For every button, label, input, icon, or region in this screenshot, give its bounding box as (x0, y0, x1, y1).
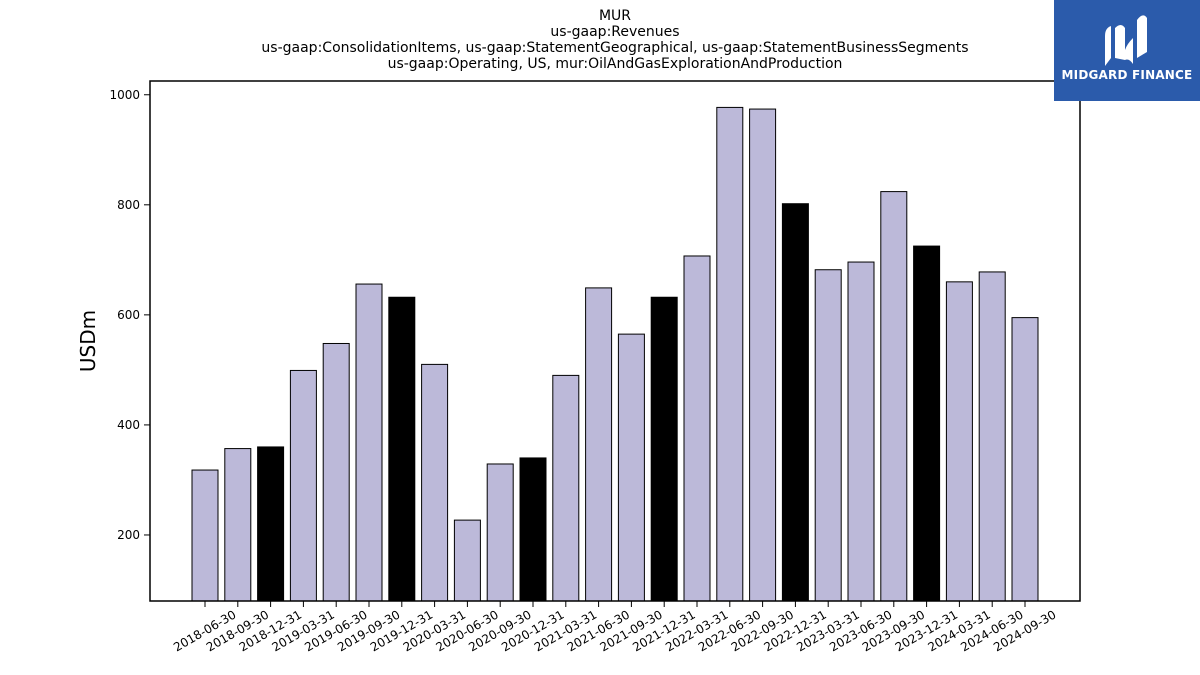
bar-2022-12-31 (781, 203, 809, 602)
bar-2021-06-30 (585, 287, 613, 602)
bar-2019-09-30 (355, 283, 383, 602)
y-ticks-group: 200 400 600 800 1000 (109, 88, 150, 542)
chart-title-line: us-gaap:Revenues (550, 24, 679, 40)
bar-2022-03-31 (683, 255, 711, 602)
midgard-finance-logo: MIDGARD FINANCE (1054, 0, 1200, 101)
bar-2019-03-31 (289, 369, 317, 602)
y-tick-label: 600 (117, 308, 140, 322)
chart-title-line: us-gaap:Operating, US, mur:OilAndGasExpl… (388, 56, 843, 72)
logo-text: MIDGARD FINANCE (1061, 68, 1193, 82)
chart-title-line: MUR (599, 8, 631, 24)
bar-2021-12-31 (650, 296, 678, 602)
y-tick-label: 800 (117, 198, 140, 212)
plot-frame (149, 80, 1081, 602)
bar-2022-06-30 (716, 106, 744, 602)
bar-2023-06-30 (847, 261, 875, 602)
y-tick-label: 400 (117, 418, 140, 432)
bar-2021-03-31 (552, 374, 580, 602)
bar-2023-12-31 (913, 245, 941, 602)
bar-2024-06-30 (978, 271, 1006, 602)
bar-2021-09-30 (617, 333, 645, 602)
midgard-logo-icon (1105, 15, 1147, 66)
bar-2024-09-30 (1011, 317, 1039, 602)
bar-2023-03-31 (814, 269, 842, 602)
bar-2020-12-31 (519, 457, 547, 602)
bar-2018-09-30 (224, 448, 252, 602)
bar-2018-12-31 (257, 446, 285, 602)
y-tick-label: 200 (117, 528, 140, 542)
bar-2020-06-30 (453, 519, 481, 602)
bar-2024-03-31 (945, 281, 973, 602)
chart-title-line: us-gaap:ConsolidationItems, us-gaap:Stat… (261, 40, 968, 56)
axes-group (149, 80, 1081, 602)
bars-group (191, 106, 1039, 602)
bar-2019-12-31 (388, 296, 416, 602)
y-tick-label: 1000 (109, 88, 140, 102)
bar-2022-09-30 (749, 108, 777, 602)
bar-2020-03-31 (421, 363, 449, 602)
bar-2020-09-30 (486, 463, 514, 602)
bar-2023-09-30 (880, 191, 908, 602)
y-axis-label: USDm (76, 310, 100, 372)
x-ticks-group: 2018-06-302018-09-302018-12-312019-03-31… (171, 601, 1059, 654)
bar-2019-06-30 (322, 342, 350, 602)
chart-title: MURus-gaap:Revenuesus-gaap:Consolidation… (261, 8, 968, 72)
bar-2018-06-30 (191, 469, 219, 602)
